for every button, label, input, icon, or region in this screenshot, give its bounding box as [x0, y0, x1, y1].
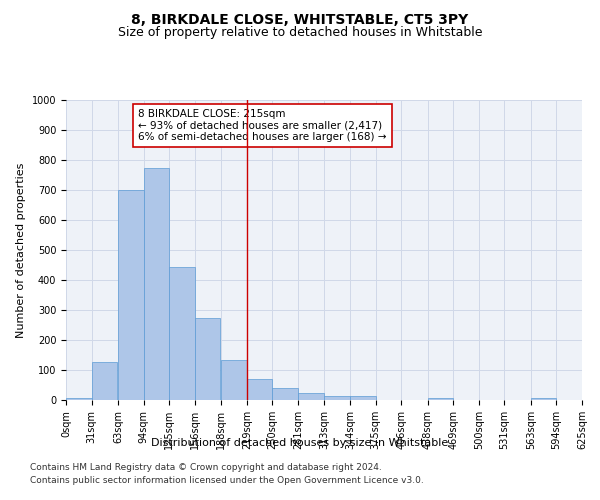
Bar	[272, 388, 298, 400]
Bar	[247, 379, 272, 400]
Text: 8 BIRKDALE CLOSE: 215sqm
← 93% of detached houses are smaller (2,417)
6% of semi: 8 BIRKDALE CLOSE: 215sqm ← 93% of detach…	[138, 109, 387, 142]
Text: Contains public sector information licensed under the Open Government Licence v3: Contains public sector information licen…	[30, 476, 424, 485]
Bar	[118, 190, 143, 400]
Bar	[169, 267, 195, 400]
Bar	[350, 396, 376, 400]
Bar	[143, 168, 169, 400]
Text: Distribution of detached houses by size in Whitstable: Distribution of detached houses by size …	[151, 438, 449, 448]
Bar	[221, 360, 247, 400]
Bar	[66, 398, 92, 400]
Y-axis label: Number of detached properties: Number of detached properties	[16, 162, 26, 338]
Bar	[531, 398, 556, 400]
Bar	[298, 392, 323, 400]
Bar	[92, 362, 117, 400]
Text: Contains HM Land Registry data © Crown copyright and database right 2024.: Contains HM Land Registry data © Crown c…	[30, 464, 382, 472]
Bar	[195, 318, 220, 400]
Text: Size of property relative to detached houses in Whitstable: Size of property relative to detached ho…	[118, 26, 482, 39]
Bar	[325, 396, 350, 400]
Bar	[428, 398, 453, 400]
Text: 8, BIRKDALE CLOSE, WHITSTABLE, CT5 3PY: 8, BIRKDALE CLOSE, WHITSTABLE, CT5 3PY	[131, 12, 469, 26]
